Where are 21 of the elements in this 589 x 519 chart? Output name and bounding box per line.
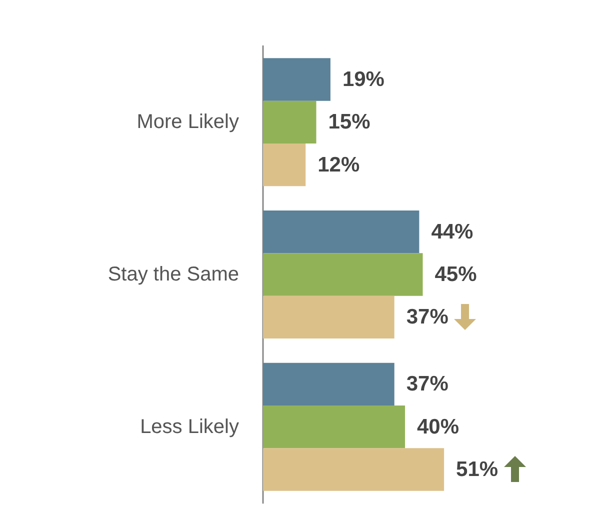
data-label: 12% — [318, 153, 360, 176]
data-label: 40% — [417, 415, 460, 438]
data-label: 15% — [328, 110, 371, 134]
y-tick-label: Stay the Same — [108, 264, 239, 286]
bar — [263, 253, 423, 296]
bar — [263, 143, 306, 186]
y-tick-label: More Likely — [136, 111, 239, 134]
bar — [263, 448, 444, 491]
bar — [263, 100, 316, 144]
y-tick-label: Less Likely — [140, 416, 239, 438]
bar — [263, 58, 330, 101]
data-label: 37% — [406, 372, 449, 396]
bar — [263, 296, 394, 338]
data-label: 45% — [434, 263, 478, 286]
data-label: 19% — [342, 68, 385, 92]
data-label: 37% — [406, 306, 449, 329]
data-label: 44% — [431, 220, 474, 244]
bar — [263, 362, 394, 406]
bar — [263, 406, 405, 448]
data-label: 51% — [456, 458, 498, 481]
bar — [263, 210, 420, 254]
